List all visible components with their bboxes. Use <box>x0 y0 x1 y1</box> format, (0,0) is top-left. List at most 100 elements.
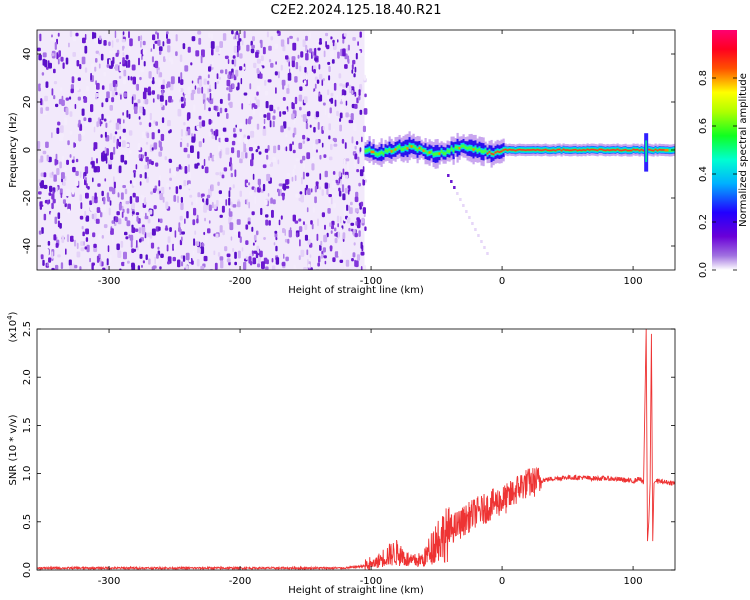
y-tick-label: -20 <box>22 190 33 206</box>
noise-cell <box>133 171 136 178</box>
noise-cell <box>37 185 41 191</box>
noise-cell <box>115 91 118 96</box>
noise-cell <box>85 215 90 222</box>
noise-cell <box>355 221 358 226</box>
noise-cell <box>313 126 316 133</box>
noise-cell <box>210 33 214 40</box>
noise-cell <box>60 262 64 270</box>
noise-cell <box>231 72 234 78</box>
signal-ridge <box>474 146 477 151</box>
noise-cell <box>262 46 266 55</box>
noise-cell <box>294 175 297 182</box>
noise-cell <box>116 38 119 43</box>
signal-ridge <box>434 152 437 156</box>
noise-cell <box>48 257 52 263</box>
noise-cell <box>160 84 165 90</box>
noise-cell <box>75 87 80 91</box>
noise-cell <box>195 197 198 205</box>
noise-cell <box>293 97 296 104</box>
noise-cell <box>158 79 163 87</box>
noise-cell <box>152 188 157 193</box>
signal-ridge <box>464 145 467 149</box>
noise-cell <box>354 208 359 213</box>
noise-cell <box>132 180 136 186</box>
noise-cell <box>289 35 293 39</box>
noise-cell <box>266 31 269 38</box>
noise-cell <box>322 102 326 106</box>
top-x-ticks: -300 -200 -100 0 100 <box>98 30 643 287</box>
noise-cell <box>173 244 177 250</box>
noise-cell <box>159 266 162 270</box>
noise-cell <box>43 213 47 221</box>
noise-cell <box>357 156 360 165</box>
noise-cell <box>346 204 349 211</box>
signal-peak <box>598 148 601 151</box>
noise-cell <box>79 194 82 202</box>
noise-cell <box>319 173 322 180</box>
noise-cell <box>49 239 53 245</box>
noise-cell <box>149 64 152 70</box>
noise-cell <box>123 251 127 260</box>
noise-cell <box>234 261 237 266</box>
noise-cell <box>172 169 176 176</box>
noise-cell <box>159 50 162 55</box>
noise-cell <box>126 208 130 214</box>
noise-cell <box>75 75 78 82</box>
noise-cell <box>364 93 367 98</box>
noise-cell <box>325 32 329 37</box>
noise-cell <box>291 113 295 120</box>
noise-cell <box>258 184 261 189</box>
noise-cell <box>230 163 233 171</box>
signal-peak <box>506 149 509 151</box>
signal-ridge <box>448 149 451 154</box>
noise-cell <box>113 181 116 189</box>
noise-cell <box>298 142 303 150</box>
noise-cell <box>354 232 358 238</box>
signal-peak <box>494 151 497 154</box>
noise-cell <box>314 57 318 62</box>
noise-cell <box>198 115 202 120</box>
noise-cell <box>248 256 252 264</box>
noise-cell <box>310 267 313 270</box>
noise-cell <box>160 133 165 141</box>
noise-cell <box>324 182 328 189</box>
signal-peak <box>630 149 633 152</box>
noise-cell <box>339 259 344 263</box>
noise-cell <box>93 142 98 150</box>
noise-cell <box>101 206 105 213</box>
noise-cell <box>215 172 220 176</box>
noise-cell <box>275 245 278 252</box>
noise-cell <box>166 31 169 35</box>
noise-cell <box>229 157 232 165</box>
noise-cell <box>246 44 250 52</box>
noise-cell <box>251 226 254 232</box>
y-tick-label: 40 <box>22 48 33 61</box>
noise-cell <box>56 198 58 206</box>
noise-cell <box>294 96 298 105</box>
noise-cell <box>79 124 83 131</box>
noise-cell <box>264 90 269 96</box>
noise-cell <box>108 59 111 65</box>
noise-cell <box>256 85 261 91</box>
noise-cell <box>286 88 290 94</box>
noise-cell <box>236 86 239 91</box>
noise-cell <box>81 131 85 136</box>
noise-cell <box>78 119 81 125</box>
noise-cell <box>294 220 299 224</box>
noise-cell <box>164 156 167 161</box>
noise-cell <box>336 215 340 223</box>
noise-cell <box>183 99 186 107</box>
noise-cell <box>341 138 345 144</box>
noise-cell <box>316 79 320 84</box>
noise-cell <box>353 73 356 78</box>
y-tick-label: 0.5 <box>22 514 33 530</box>
noise-cell <box>180 226 184 230</box>
noise-cell <box>190 133 194 137</box>
noise-cell <box>200 201 203 207</box>
noise-cell <box>149 112 152 121</box>
signal-peak <box>612 148 615 151</box>
noise-cell <box>273 109 276 114</box>
noise-cell <box>166 183 170 188</box>
noise-cell <box>120 192 124 200</box>
signal-ridge <box>376 153 379 157</box>
